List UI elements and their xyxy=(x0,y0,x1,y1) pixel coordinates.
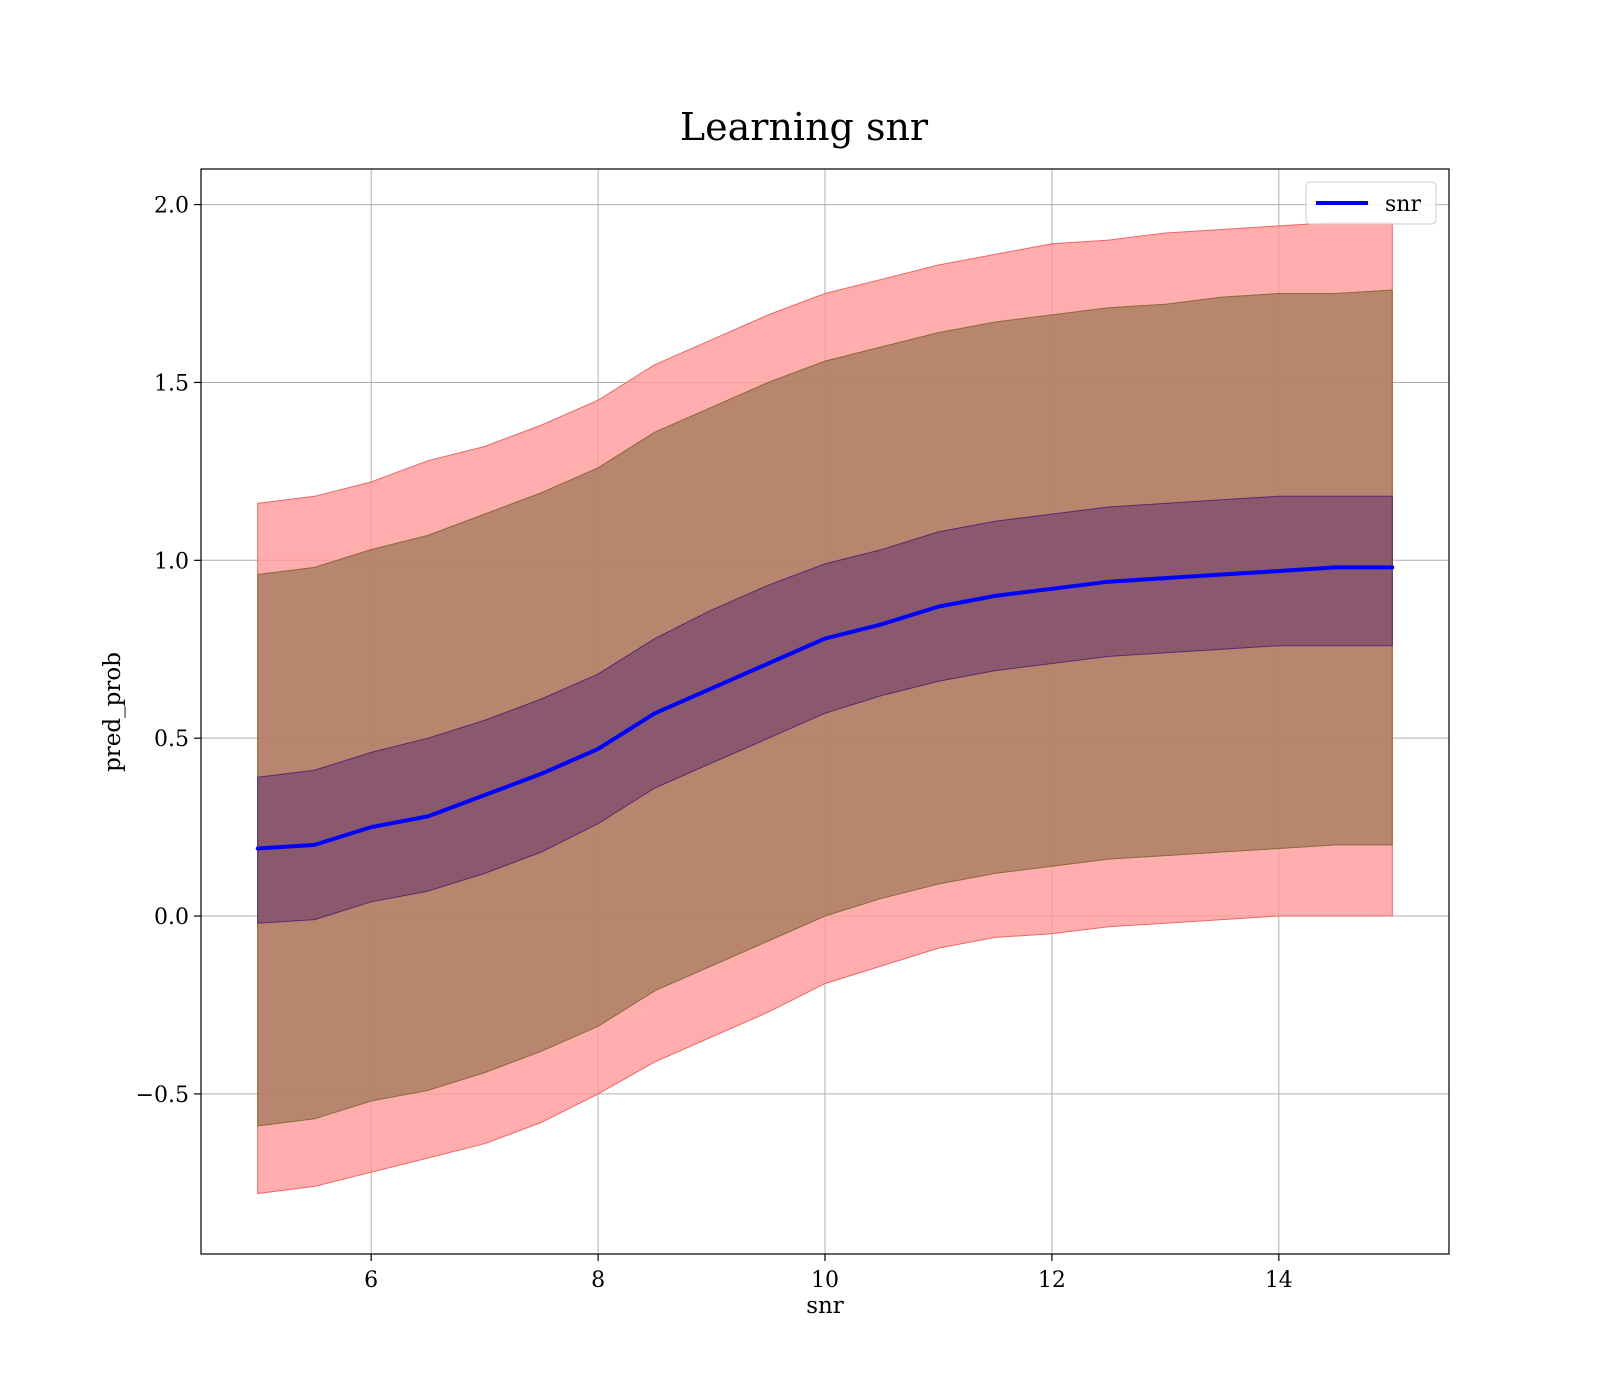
y-tick-label-0: −0.5 xyxy=(136,1083,189,1108)
x-tick-label-3: 12 xyxy=(1038,1268,1066,1293)
x-axis-label: snr xyxy=(806,1293,844,1319)
legend-box xyxy=(1305,181,1437,225)
line-layer xyxy=(255,565,1395,851)
y-tick-label-3: 1.0 xyxy=(154,549,189,574)
y-tick-label-4: 1.5 xyxy=(154,371,189,396)
y-tick-label-5: 2.0 xyxy=(154,194,189,219)
x-tick-label-1: 8 xyxy=(591,1268,605,1293)
x-axis-ticks: 6 8 10 12 14 xyxy=(364,1254,1293,1293)
y-tick-label-1: 0.0 xyxy=(154,905,189,930)
x-tick-label-0: 6 xyxy=(364,1268,378,1293)
chart-title: Learning snr xyxy=(680,105,929,149)
series-line-snr xyxy=(255,565,1395,851)
legend: snr xyxy=(1305,181,1437,225)
legend-label-snr: snr xyxy=(1385,192,1421,217)
x-tick-label-4: 14 xyxy=(1265,1268,1293,1293)
y-tick-label-2: 0.5 xyxy=(154,727,189,752)
confidence-band-1sd xyxy=(257,495,1393,924)
band-layer xyxy=(257,221,1393,1195)
x-tick-label-2: 10 xyxy=(811,1268,839,1293)
y-axis-label: pred_prob xyxy=(100,652,126,772)
y-axis-ticks: −0.5 0.0 0.5 1.0 1.5 2.0 xyxy=(136,194,201,1108)
